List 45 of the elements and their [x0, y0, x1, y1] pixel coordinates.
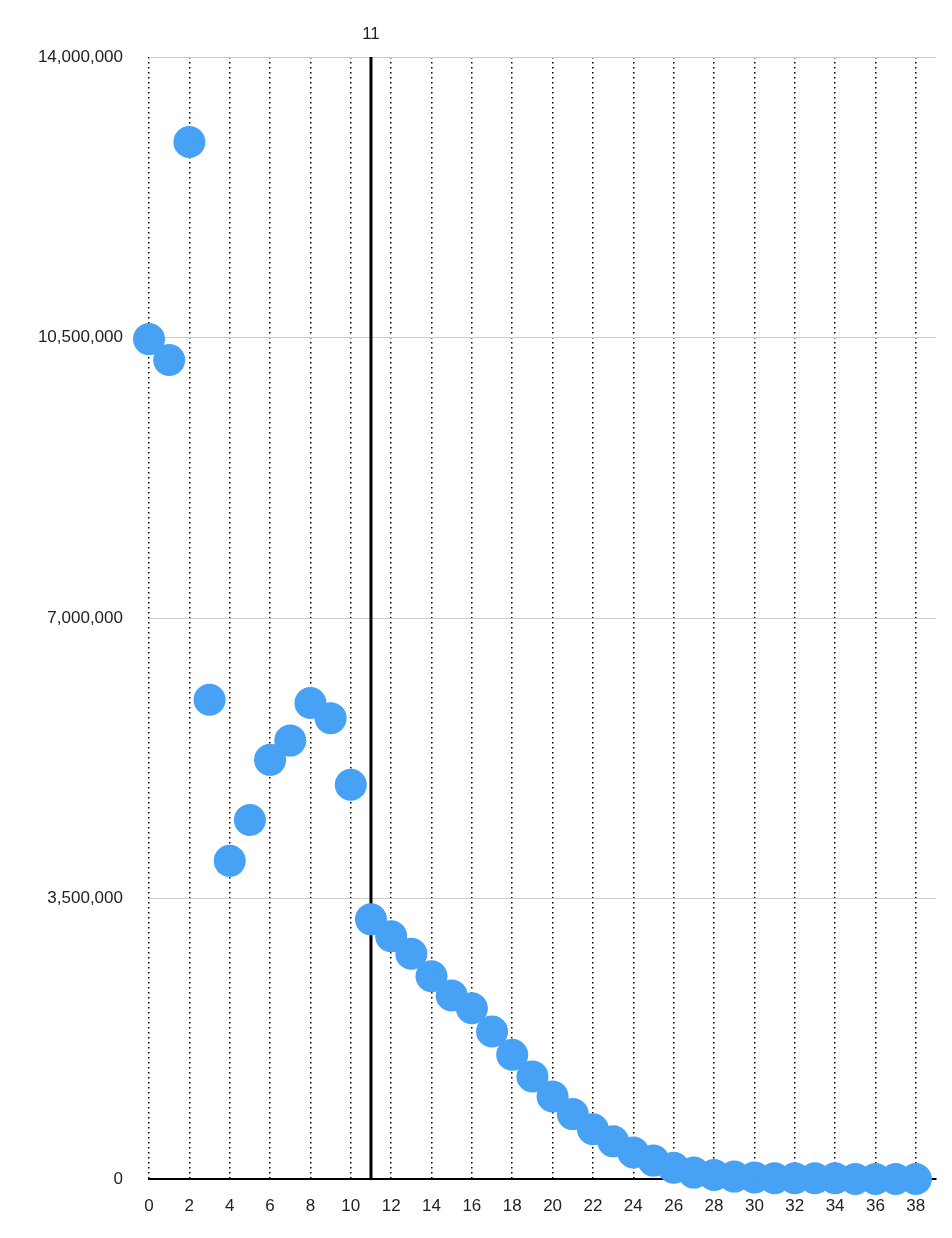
- x-tick-label: 6: [265, 1195, 275, 1215]
- point: [193, 683, 226, 716]
- x-tick-label: 24: [623, 1195, 643, 1215]
- x-tick-label: 12: [381, 1195, 401, 1215]
- x-tick-label: 16: [462, 1195, 482, 1215]
- x-tick-label: 0: [144, 1195, 154, 1215]
- point: [536, 1080, 569, 1113]
- point: [516, 1060, 549, 1093]
- x-tick-label: 32: [785, 1195, 805, 1215]
- x-tick-label: 38: [906, 1195, 926, 1215]
- ref-line-label: 11: [362, 24, 380, 44]
- x-tick-label: 34: [825, 1195, 845, 1215]
- point: [476, 1015, 509, 1048]
- point: [173, 125, 206, 158]
- x-tick-label: 30: [744, 1195, 764, 1215]
- point: [254, 743, 287, 776]
- x-tick-label: 8: [305, 1195, 316, 1215]
- y-tick-label: 14,000,000: [37, 46, 123, 66]
- x-tick-label: 2: [184, 1195, 195, 1215]
- y-tick-label: 7,000,000: [47, 607, 123, 627]
- x-tick-label: 36: [866, 1195, 885, 1215]
- point: [354, 903, 387, 936]
- y-tick-label: 0: [113, 1168, 123, 1188]
- point: [496, 1038, 529, 1071]
- point: [415, 960, 448, 993]
- x-tick-label: 10: [341, 1195, 361, 1215]
- point: [334, 768, 367, 801]
- point: [375, 920, 408, 953]
- point: [314, 702, 347, 735]
- x-tick-label: 4: [224, 1195, 235, 1215]
- point: [233, 803, 266, 836]
- point: [395, 937, 428, 970]
- x-tick-label: 18: [502, 1195, 522, 1215]
- point: [213, 844, 246, 877]
- point: [274, 724, 307, 757]
- x-tick-label: 26: [664, 1195, 684, 1215]
- x-tick-label: 28: [704, 1195, 724, 1215]
- x-tick-label: 20: [543, 1195, 563, 1215]
- point: [133, 323, 165, 356]
- y-tick-label: 10,500,000: [37, 327, 123, 347]
- x-tick-label: 22: [583, 1195, 603, 1215]
- x-tick-label: 14: [422, 1195, 441, 1215]
- point: [455, 992, 488, 1025]
- point: [153, 343, 186, 376]
- y-tick-label: 3,500,000: [47, 888, 123, 908]
